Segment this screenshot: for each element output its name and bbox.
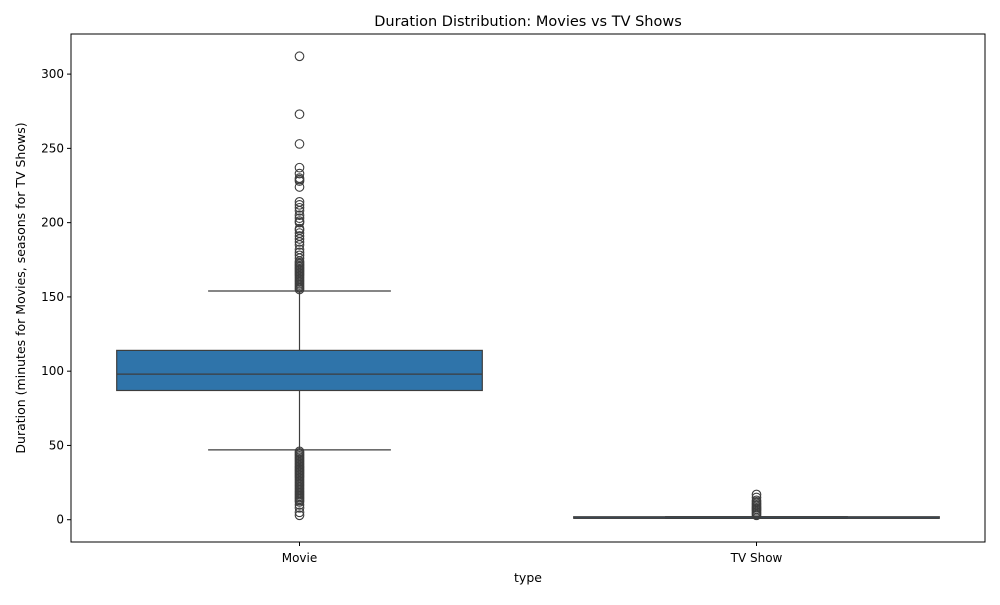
outlier-point [751,489,762,500]
outlier-point [294,210,305,221]
outlier-point [294,173,305,183]
x-tick-label: TV Show [730,551,783,565]
outlier-point [294,51,305,62]
outlier-point [294,109,305,120]
outlier-point [294,223,305,234]
box-iqr [116,349,483,392]
y-tick-label: 200 [41,216,64,230]
y-tick-label: 250 [41,141,64,155]
outlier-point [294,168,305,179]
outlier-point [294,247,305,258]
outlier-point [294,250,305,261]
x-axis-label: type [514,570,542,585]
x-tick-label: Movie [282,551,318,565]
y-tick-label: 100 [41,364,64,378]
outlier-point [751,492,762,503]
outlier-point [751,495,762,506]
outlier-point [294,213,305,224]
y-tick-label: 0 [56,513,64,527]
y-tick-label: 50 [49,438,64,452]
y-tick-label: 150 [41,290,64,304]
outlier-point [294,507,305,518]
outlier-point [294,231,305,241]
outlier-point [294,228,305,238]
axes-frame [70,33,986,543]
outlier-point [294,139,305,149]
outlier-point [294,510,305,521]
outlier-point [294,199,305,210]
chart-title: Duration Distribution: Movies vs TV Show… [374,14,682,30]
outlier-point [294,244,305,255]
outlier-point [294,196,305,207]
outlier-point [294,446,305,457]
y-tick-label: 300 [41,67,64,81]
outlier-point [294,216,305,227]
outlier-point [294,162,305,173]
y-axis-label: Duration (minutes for Movies, seasons fo… [13,122,28,453]
plot-area: 0 50 100 150 200 250 300 Movie TV Show [41,51,940,565]
outlier-point [294,202,305,213]
